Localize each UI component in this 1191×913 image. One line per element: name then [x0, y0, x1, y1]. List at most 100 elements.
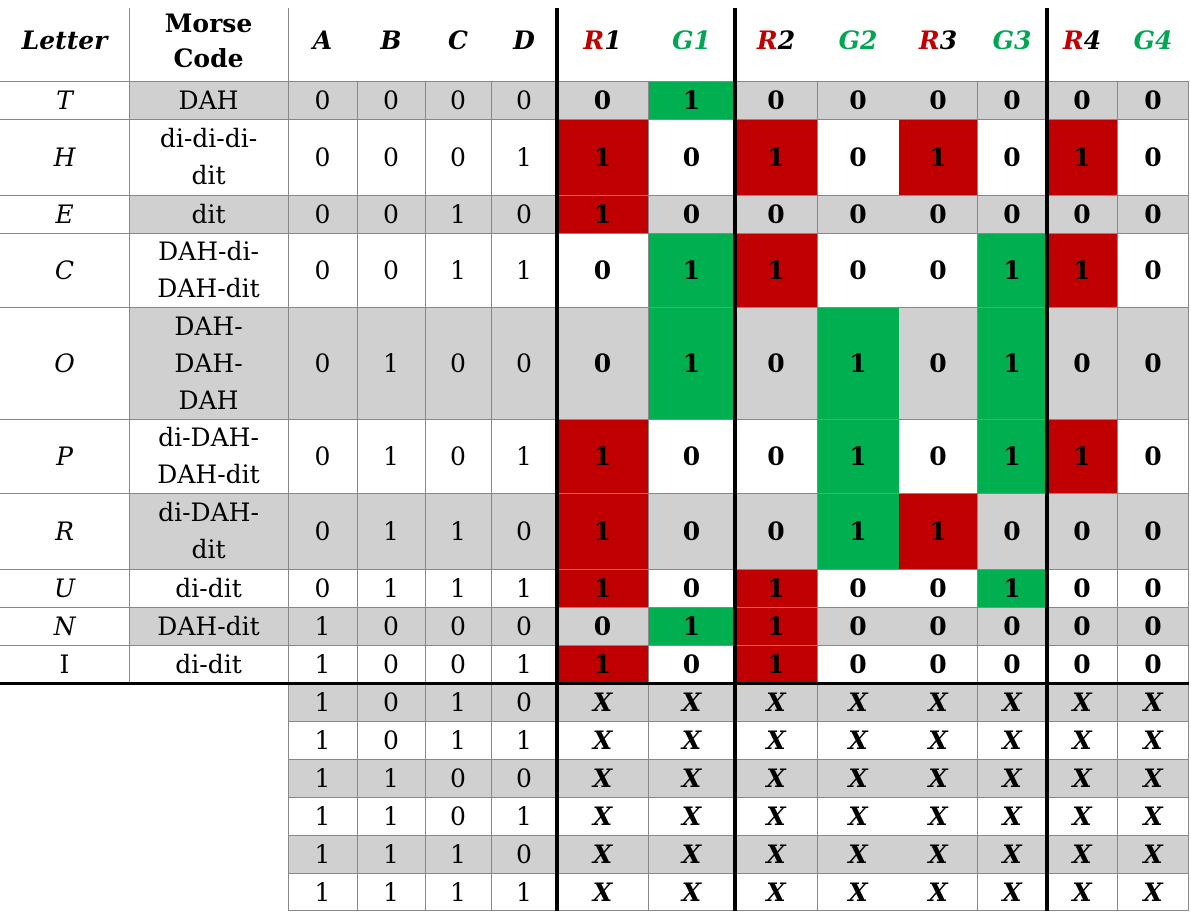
dont-care-output-cell: X	[817, 683, 899, 721]
dont-care-output-cell: X	[899, 759, 977, 797]
dont-care-output-cell: X	[977, 759, 1047, 797]
input-cell: 0	[314, 441, 331, 471]
input-cell: 0	[425, 307, 491, 419]
output-cell: 0	[817, 607, 899, 645]
input-cell: 0	[491, 493, 557, 569]
dont-care-output-cell: X	[681, 725, 702, 755]
column-divider	[977, 81, 978, 911]
dont-care-output-cell: X	[1002, 877, 1022, 907]
column-divider	[288, 683, 289, 911]
output-cell: 1	[557, 493, 648, 569]
input-cell: 1	[516, 649, 532, 679]
dont-care-output-cell: X	[735, 683, 817, 721]
dont-care-output-cell: X	[648, 759, 735, 797]
output-cell: 1	[735, 569, 817, 607]
input-cell: 1	[516, 441, 532, 471]
output-cell: 1	[648, 607, 735, 645]
output-cell: 1	[557, 119, 648, 195]
input-cell: 1	[516, 573, 532, 603]
dont-care-input-cell: 1	[357, 835, 425, 873]
dont-care-output-cell: X	[1143, 801, 1163, 831]
input-cell: 1	[516, 255, 532, 285]
input-cell: 0	[450, 649, 466, 679]
input-cell: 1	[383, 441, 399, 471]
output-cell: 0	[1117, 307, 1189, 419]
output-cell: 1	[977, 307, 1047, 419]
output-cell: 1	[977, 569, 1047, 607]
output-cell: 0	[1144, 441, 1162, 471]
dont-care-input-cell: 1	[288, 759, 357, 797]
dont-care-output-cell: X	[1072, 725, 1092, 755]
output-cell: 0	[929, 441, 947, 471]
output-cell: 0	[735, 81, 817, 119]
dont-care-output-cell: X	[899, 835, 977, 873]
input-cell: 0	[314, 255, 331, 285]
dont-care-output-cell: X	[681, 801, 702, 831]
letter-cell: H	[53, 142, 76, 172]
dont-care-input-cell: 1	[314, 725, 331, 755]
input-cell: 1	[383, 573, 399, 603]
header-output-number: 2	[777, 25, 796, 55]
dont-care-output-cell: X	[848, 877, 868, 907]
header-output-letter: G	[1133, 25, 1155, 55]
input-cell: 0	[288, 81, 357, 119]
output-cell: 0	[648, 493, 735, 569]
output-cell: 0	[899, 81, 977, 119]
dont-care-output-cell: X	[735, 835, 817, 873]
output-cell: 0	[977, 195, 1047, 233]
header-output-letter: G	[992, 25, 1014, 55]
output-cell: 0	[1003, 142, 1021, 172]
output-cell: 0	[557, 81, 648, 119]
output-cell: 0	[899, 195, 977, 233]
output-cell: 1	[817, 307, 899, 419]
output-cell: 0	[1117, 607, 1189, 645]
output-cell: 0	[929, 649, 947, 679]
row-divider	[288, 835, 1189, 836]
output-cell: 0	[899, 607, 977, 645]
input-cell: 1	[357, 493, 425, 569]
letter-cell: O	[54, 348, 75, 378]
input-cell: 1	[425, 195, 491, 233]
header-output-number: 3	[939, 25, 958, 55]
input-cell: 0	[383, 255, 399, 285]
column-divider	[357, 81, 358, 911]
morse-cell: dit	[129, 195, 288, 233]
dont-care-output-cell: X	[1002, 725, 1022, 755]
row-divider	[0, 569, 1189, 570]
dont-care-input-cell: 1	[425, 835, 491, 873]
dont-care-output-cell: X	[557, 683, 648, 721]
column-divider	[648, 81, 649, 911]
column-divider	[1188, 81, 1189, 911]
morse-cell: DAH-di- DAH-dit	[157, 237, 260, 303]
row-divider	[288, 759, 1189, 760]
output-cell: 0	[929, 573, 947, 603]
output-cell: 1	[977, 233, 1047, 307]
dont-care-input-cell: 1	[450, 877, 466, 907]
dont-care-input-cell: 1	[288, 835, 357, 873]
input-cell: 0	[357, 195, 425, 233]
output-cell: 1	[557, 569, 648, 607]
dont-care-output-cell: X	[899, 683, 977, 721]
letter-cell: N	[53, 611, 76, 641]
dont-care-output-cell: X	[1143, 725, 1163, 755]
dont-care-input-cell: 1	[383, 877, 399, 907]
output-cell: 0	[682, 142, 701, 172]
header-output-number: 1	[693, 25, 711, 55]
dont-care-input-cell: 0	[383, 725, 399, 755]
morse-cell: DAH	[129, 81, 288, 119]
morse-cell: di-di-di- dit	[159, 124, 258, 190]
dont-care-input-cell: 1	[516, 877, 532, 907]
row-divider	[0, 195, 1189, 196]
output-cell: 0	[767, 441, 785, 471]
dont-care-output-cell: X	[735, 759, 817, 797]
dont-care-input-cell: 0	[450, 801, 466, 831]
input-cell: 1	[450, 573, 466, 603]
dont-care-input-cell: 1	[516, 725, 532, 755]
row-divider	[288, 873, 1189, 874]
input-cell: 1	[314, 649, 331, 679]
morse-cell: DAH- DAH- DAH	[129, 307, 288, 419]
header-output-letter: G	[838, 25, 860, 55]
